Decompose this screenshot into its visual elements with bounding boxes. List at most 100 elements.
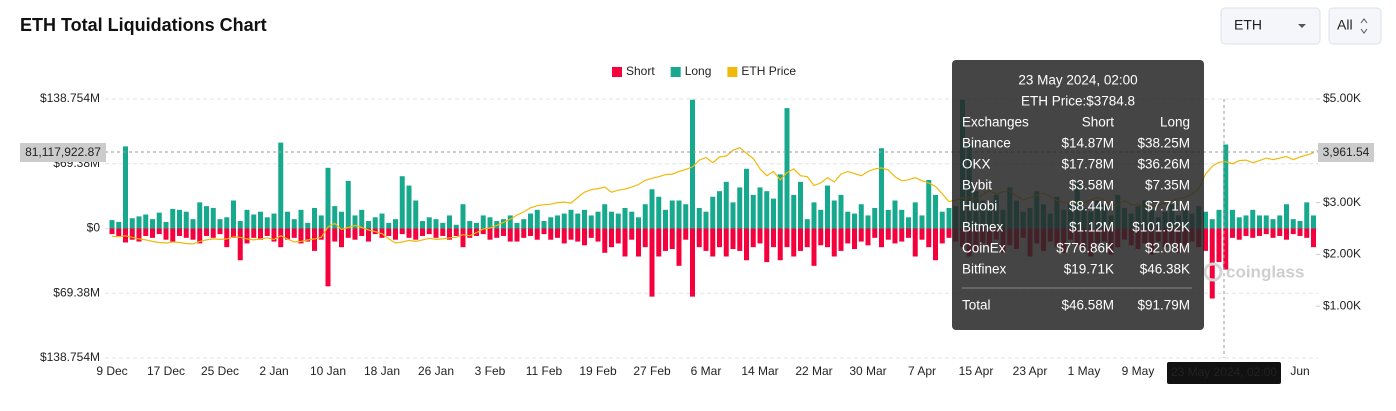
coin-select[interactable] xyxy=(1220,7,1321,45)
y-tick-label: $69.38M xyxy=(53,285,100,299)
bar xyxy=(825,228,830,248)
bar xyxy=(352,215,358,229)
bar xyxy=(764,228,770,263)
bar xyxy=(804,219,810,229)
bar xyxy=(487,228,493,240)
bar xyxy=(777,174,783,229)
range-arrows xyxy=(1360,18,1368,34)
bar xyxy=(1216,228,1222,263)
tooltip-total: $91.79M xyxy=(1137,298,1190,313)
x-tick-label: 9 May xyxy=(1122,364,1155,378)
bar xyxy=(663,228,668,251)
tooltip-title: 23 May 2024, 02:00 xyxy=(1018,73,1137,88)
bar xyxy=(136,216,142,229)
bar xyxy=(818,228,824,246)
bar xyxy=(561,213,567,229)
bar xyxy=(663,209,668,229)
bar xyxy=(150,219,155,229)
bar xyxy=(379,213,385,229)
bar xyxy=(1284,204,1289,229)
bar xyxy=(622,228,628,257)
tooltip-cell: Binance xyxy=(962,136,1011,151)
bar xyxy=(109,228,115,235)
bar xyxy=(143,228,149,236)
bar xyxy=(602,204,608,229)
x-tick-label: 27 Feb xyxy=(633,364,671,378)
bar xyxy=(838,194,844,229)
y2-tick-label: $3.00K xyxy=(1323,195,1361,209)
bar xyxy=(899,209,905,229)
bar xyxy=(1257,215,1262,229)
bar xyxy=(1297,228,1303,236)
bar xyxy=(129,218,135,229)
tooltip-total: $46.58M xyxy=(1061,298,1114,313)
bar xyxy=(912,228,918,257)
tooltip-header: Short xyxy=(1082,115,1115,130)
bar xyxy=(359,228,365,236)
range-select[interactable] xyxy=(1328,7,1382,45)
bar xyxy=(676,200,682,229)
coin-select-value[interactable]: ETH xyxy=(1234,17,1262,33)
bar xyxy=(339,228,344,248)
bar xyxy=(1257,228,1262,236)
bar xyxy=(757,187,763,229)
x-tick-label: 9 Dec xyxy=(96,364,127,378)
bar xyxy=(784,228,790,248)
bar xyxy=(264,228,270,236)
bar xyxy=(271,228,277,242)
x-tick-label: 15 Apr xyxy=(959,364,994,378)
x-tick-label: Jun xyxy=(1290,364,1309,378)
bar xyxy=(494,228,500,238)
bar xyxy=(1304,228,1310,238)
bar xyxy=(150,228,155,238)
bar xyxy=(845,228,851,244)
bar xyxy=(426,228,432,235)
range-select-value[interactable]: All xyxy=(1337,17,1353,33)
bar xyxy=(453,224,459,229)
bar xyxy=(723,181,729,229)
bar xyxy=(845,211,851,229)
crosshair-y2-label: 3,961.54 xyxy=(1323,145,1370,159)
bar xyxy=(1304,202,1310,229)
tooltip-cell: $7.71M xyxy=(1145,199,1190,214)
bar xyxy=(690,99,695,229)
bar xyxy=(156,212,162,229)
bar xyxy=(305,228,311,242)
bar xyxy=(636,217,641,229)
bar xyxy=(649,228,655,297)
bar xyxy=(636,228,641,257)
bar xyxy=(291,219,297,229)
bar xyxy=(1243,215,1249,229)
bar xyxy=(568,228,574,240)
bar xyxy=(406,185,412,229)
bar xyxy=(136,228,142,242)
bar xyxy=(480,215,486,229)
bar xyxy=(1290,219,1296,229)
bar xyxy=(204,206,209,229)
bar xyxy=(642,204,648,229)
y2-tick-label: $2.00K xyxy=(1323,247,1361,261)
tooltip-cell: CoinEx xyxy=(962,241,1006,256)
bar xyxy=(1311,228,1316,248)
bar xyxy=(393,228,398,240)
bar xyxy=(440,222,446,229)
bar xyxy=(352,228,358,240)
bar xyxy=(602,228,608,253)
tooltip-cell: Bitfinex xyxy=(962,262,1007,277)
bar xyxy=(588,215,594,229)
bar xyxy=(264,217,270,229)
bar xyxy=(1284,228,1289,240)
tooltip-cell: $1.12M xyxy=(1069,220,1114,235)
bar xyxy=(251,214,257,229)
crosshair-x-box xyxy=(1167,362,1281,384)
bar xyxy=(217,228,223,235)
bar xyxy=(744,168,749,229)
bar xyxy=(217,219,223,229)
crosshair-x-label: 23 May 2024, 02:00 xyxy=(1171,365,1277,379)
bar xyxy=(906,228,911,238)
x-tick-label: 3 Feb xyxy=(475,364,506,378)
bar xyxy=(629,211,635,229)
bar xyxy=(534,209,540,229)
bar xyxy=(123,146,128,229)
legend-label: ETH Price xyxy=(741,64,796,78)
